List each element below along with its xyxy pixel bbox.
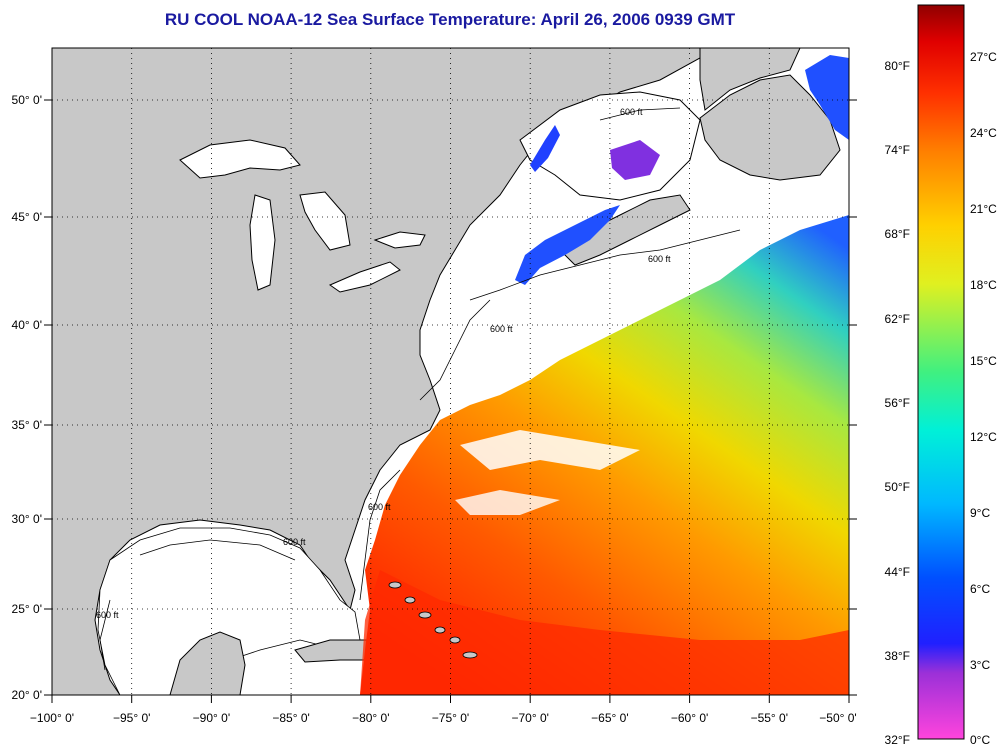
cb-f-label: 62°F [885, 312, 910, 326]
cb-c-label: 9°C [970, 506, 990, 520]
lon-label: −65° 0' [591, 711, 628, 725]
cb-c-label: 15°C [970, 354, 997, 368]
lon-label: −50° 0' [819, 711, 856, 725]
lake-ontario [373, 231, 426, 249]
lon-label: −95° 0' [113, 711, 150, 725]
sst-gulf-of-maine [515, 205, 620, 285]
map-title: RU COOL NOAA-12 Sea Surface Temperature:… [164, 10, 736, 29]
sst-cold-streak [530, 125, 560, 172]
latitude-labels: 20° 0' 25° 0' 30° 0' 35° 0' 40° 0' 45° 0… [12, 93, 42, 702]
cb-f-label: 80°F [885, 59, 910, 73]
cb-f-label: 74°F [885, 143, 910, 157]
svg-text:600 ft: 600 ft [283, 537, 306, 547]
cb-c-label: 0°C [970, 733, 990, 747]
isobath-600ft [99, 107, 741, 671]
cb-f-label: 56°F [885, 396, 910, 410]
svg-text:600 ft: 600 ft [648, 254, 671, 264]
lat-label: 25° 0' [12, 602, 42, 616]
lon-label: −55° 0' [751, 711, 788, 725]
cb-c-label: 27°C [970, 50, 997, 64]
cb-c-label: 3°C [970, 658, 990, 672]
lat-label: 40° 0' [12, 318, 42, 332]
cb-c-label: 18°C [970, 278, 997, 292]
colorbar [917, 4, 965, 740]
lon-label: −80° 0' [352, 711, 389, 725]
colorbar-fahrenheit-labels: 80°F 74°F 68°F 62°F 56°F 50°F 44°F 38°F … [885, 59, 910, 747]
lake-superior [179, 139, 301, 179]
lon-label: −60° 0' [671, 711, 708, 725]
sst-st-lawrence-cold [610, 140, 660, 180]
cb-f-label: 44°F [885, 565, 910, 579]
colorbar-celsius-labels: 27°C 24°C 21°C 18°C 15°C 12°C 9°C 6°C 3°… [970, 50, 997, 747]
svg-text:600 ft: 600 ft [490, 324, 513, 334]
svg-text:600 ft: 600 ft [368, 502, 391, 512]
isobath-labels: 600 ft 600 ft 600 ft 600 ft 600 ft 600 f… [96, 107, 671, 620]
cb-c-label: 12°C [970, 430, 997, 444]
svg-text:600 ft: 600 ft [620, 107, 643, 117]
lake-michigan [249, 194, 276, 291]
sst-warm-core [360, 570, 849, 695]
sst-northeast-cold [805, 55, 849, 140]
cb-c-label: 6°C [970, 582, 990, 596]
lat-label: 50° 0' [12, 93, 42, 107]
cloud-streak-2 [455, 490, 560, 515]
cloud-streak [460, 430, 640, 470]
lake-erie [328, 261, 401, 293]
cb-f-label: 38°F [885, 649, 910, 663]
gulf-st-lawrence [519, 91, 701, 201]
cb-c-label: 24°C [970, 126, 997, 140]
cb-f-label: 50°F [885, 480, 910, 494]
cb-f-label: 32°F [885, 733, 910, 747]
lon-label: −75° 0' [432, 711, 469, 725]
lat-label: 35° 0' [12, 418, 42, 432]
lat-label: 45° 0' [12, 210, 42, 224]
tick-marks [44, 99, 857, 703]
land-newfoundland [699, 74, 841, 181]
lon-label: −100° 0' [30, 711, 74, 725]
lake-huron [299, 191, 351, 251]
lon-label: −90° 0' [193, 711, 230, 725]
cb-f-label: 68°F [885, 227, 910, 241]
land-yucatan [169, 631, 246, 695]
cb-c-label: 21°C [970, 202, 997, 216]
longitude-labels: −100° 0' −95° 0' −90° 0' −85° 0' −80° 0'… [30, 711, 857, 725]
svg-text:600 ft: 600 ft [96, 610, 119, 620]
lat-label: 30° 0' [12, 512, 42, 526]
lat-label: 20° 0' [12, 688, 42, 702]
land-labrador [699, 48, 801, 111]
lon-label: −70° 0' [511, 711, 548, 725]
lon-label: −85° 0' [272, 711, 309, 725]
bahamas-islands [388, 581, 478, 659]
